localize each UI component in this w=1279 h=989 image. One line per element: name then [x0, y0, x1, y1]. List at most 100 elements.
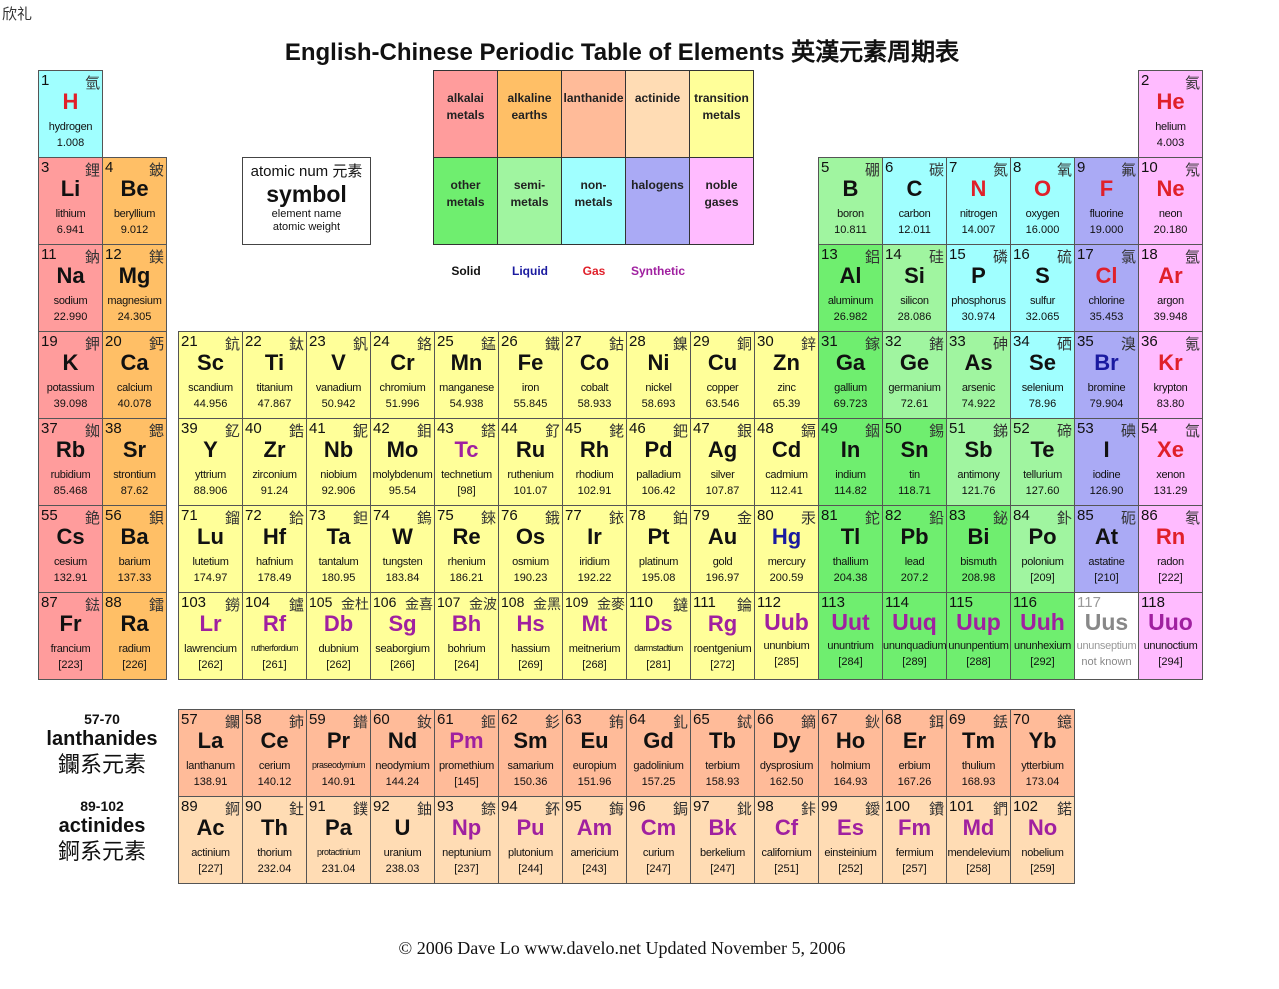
element-bohrium[interactable]: 107 金波 Bh bohrium [264]: [434, 592, 499, 680]
element-plutonium[interactable]: 94 鈈 Pu plutonium [244]: [498, 796, 563, 884]
element-molybdenum[interactable]: 42 鉬 Mo molybdenum 95.54: [370, 418, 435, 506]
element-rhodium[interactable]: 45 銠 Rh rhodium 102.91: [562, 418, 627, 506]
element-astatine[interactable]: 85 砈 At astatine [210]: [1074, 505, 1139, 593]
element-darmstadtium[interactable]: 110 鐽 Ds darmstadtium [281]: [626, 592, 691, 680]
element-osmium[interactable]: 76 鋨 Os osmium 190.23: [498, 505, 563, 593]
element-terbium[interactable]: 65 鋱 Tb terbium 158.93: [690, 709, 755, 797]
element-polonium[interactable]: 84 釙 Po polonium [209]: [1010, 505, 1075, 593]
element-chlorine[interactable]: 17 氯 Cl chlorine 35.453: [1074, 244, 1139, 332]
element-einsteinium[interactable]: 99 鑀 Es einsteinium [252]: [818, 796, 883, 884]
element-protactinium[interactable]: 91 鏷 Pa protactinium 231.04: [306, 796, 371, 884]
element-gallium[interactable]: 31 鎵 Ga gallium 69.723: [818, 331, 883, 419]
element-tantalum[interactable]: 73 鉭 Ta tantalum 180.95: [306, 505, 371, 593]
element-hassium[interactable]: 108 金黑 Hs hassium [269]: [498, 592, 563, 680]
element-titanium[interactable]: 22 鈦 Ti titanium 47.867: [242, 331, 307, 419]
element-radium[interactable]: 88 鐳 Ra radium [226]: [102, 592, 167, 680]
element-bromine[interactable]: 35 溴 Br bromine 79.904: [1074, 331, 1139, 419]
element-samarium[interactable]: 62 釤 Sm samarium 150.36: [498, 709, 563, 797]
element-rubidium[interactable]: 37 銣 Rb rubidium 85.468: [38, 418, 103, 506]
element-chromium[interactable]: 24 鉻 Cr chromium 51.996: [370, 331, 435, 419]
element-ununquadium[interactable]: 114 Uuq ununquadium [289]: [882, 592, 947, 680]
element-roentgenium[interactable]: 111 錀 Rg roentgenium [272]: [690, 592, 755, 680]
element-ruthenium[interactable]: 44 釕 Ru ruthenium 101.07: [498, 418, 563, 506]
element-radon[interactable]: 86 氡 Rn radon [222]: [1138, 505, 1203, 593]
element-aluminum[interactable]: 13 鋁 Al aluminum 26.982: [818, 244, 883, 332]
element-arsenic[interactable]: 33 砷 As arsenic 74.922: [946, 331, 1011, 419]
element-americium[interactable]: 95 鋂 Am americium [243]: [562, 796, 627, 884]
element-xenon[interactable]: 54 氙 Xe xenon 131.29: [1138, 418, 1203, 506]
element-seaborgium[interactable]: 106 金喜 Sg seaborgium [266]: [370, 592, 435, 680]
element-rhenium[interactable]: 75 錸 Re rhenium 186.21: [434, 505, 499, 593]
element-krypton[interactable]: 36 氪 Kr krypton 83.80: [1138, 331, 1203, 419]
element-dubnium[interactable]: 105 金杜 Db dubnium [262]: [306, 592, 371, 680]
element-dysprosium[interactable]: 66 鏑 Dy dysprosium 162.50: [754, 709, 819, 797]
element-palladium[interactable]: 46 鈀 Pd palladium 106.42: [626, 418, 691, 506]
element-actinium[interactable]: 89 錒 Ac actinium [227]: [178, 796, 243, 884]
element-thorium[interactable]: 90 釷 Th thorium 232.04: [242, 796, 307, 884]
element-silver[interactable]: 47 銀 Ag silver 107.87: [690, 418, 755, 506]
element-copper[interactable]: 29 銅 Cu copper 63.546: [690, 331, 755, 419]
element-bismuth[interactable]: 83 鉍 Bi bismuth 208.98: [946, 505, 1011, 593]
element-beryllium[interactable]: 4 鈹 Be beryllium 9.012: [102, 157, 167, 245]
element-scandium[interactable]: 21 鈧 Sc scandium 44.956: [178, 331, 243, 419]
element-tellurium[interactable]: 52 碲 Te tellurium 127.60: [1010, 418, 1075, 506]
element-lead[interactable]: 82 鉛 Pb lead 207.2: [882, 505, 947, 593]
element-erbium[interactable]: 68 鉺 Er erbium 167.26: [882, 709, 947, 797]
element-strontium[interactable]: 38 鍶 Sr strontium 87.62: [102, 418, 167, 506]
element-platinum[interactable]: 78 鉑 Pt platinum 195.08: [626, 505, 691, 593]
element-mendelevium[interactable]: 101 鍆 Md mendelevium [258]: [946, 796, 1011, 884]
element-cobalt[interactable]: 27 鈷 Co cobalt 58.933: [562, 331, 627, 419]
element-nickel[interactable]: 28 鎳 Ni nickel 58.693: [626, 331, 691, 419]
element-rutherfordium[interactable]: 104 鑪 Rf rutherfordium [261]: [242, 592, 307, 680]
element-francium[interactable]: 87 鍅 Fr francium [223]: [38, 592, 103, 680]
element-argon[interactable]: 18 氬 Ar argon 39.948: [1138, 244, 1203, 332]
element-lithium[interactable]: 3 鋰 Li lithium 6.941: [38, 157, 103, 245]
element-cadmium[interactable]: 48 鎘 Cd cadmium 112.41: [754, 418, 819, 506]
element-europium[interactable]: 63 銪 Eu europium 151.96: [562, 709, 627, 797]
element-barium[interactable]: 56 鋇 Ba barium 137.33: [102, 505, 167, 593]
element-lutetium[interactable]: 71 鎦 Lu lutetium 174.97: [178, 505, 243, 593]
element-tin[interactable]: 50 錫 Sn tin 118.71: [882, 418, 947, 506]
element-sodium[interactable]: 11 鈉 Na sodium 22.990: [38, 244, 103, 332]
element-ytterbium[interactable]: 70 鐿 Yb ytterbium 173.04: [1010, 709, 1075, 797]
element-manganese[interactable]: 25 錳 Mn manganese 54.938: [434, 331, 499, 419]
element-gold[interactable]: 79 金 Au gold 196.97: [690, 505, 755, 593]
element-ununtrium[interactable]: 113 Uut ununtrium [284]: [818, 592, 883, 680]
element-promethium[interactable]: 61 鉕 Pm promethium [145]: [434, 709, 499, 797]
element-holmium[interactable]: 67 鈥 Ho holmium 164.93: [818, 709, 883, 797]
element-zinc[interactable]: 30 鋅 Zn zinc 65.39: [754, 331, 819, 419]
element-ununbium[interactable]: 112 Uub ununbium [285]: [754, 592, 819, 680]
element-indium[interactable]: 49 銦 In indium 114.82: [818, 418, 883, 506]
element-ununoctium[interactable]: 118 Uuo ununoctium [294]: [1138, 592, 1203, 680]
element-berkelium[interactable]: 97 鉳 Bk berkelium [247]: [690, 796, 755, 884]
element-selenium[interactable]: 34 硒 Se selenium 78.96: [1010, 331, 1075, 419]
element-lawrencium[interactable]: 103 鐒 Lr lawrencium [262]: [178, 592, 243, 680]
element-praseodymium[interactable]: 59 鐠 Pr praseodymium 140.91: [306, 709, 371, 797]
element-cesium[interactable]: 55 銫 Cs cesium 132.91: [38, 505, 103, 593]
element-ununhexium[interactable]: 116 Uuh ununhexium [292]: [1010, 592, 1075, 680]
element-nobelium[interactable]: 102 鍩 No nobelium [259]: [1010, 796, 1075, 884]
element-iridium[interactable]: 77 銥 Ir iridium 192.22: [562, 505, 627, 593]
element-ununseptium[interactable]: 117 Uus ununseptium not known: [1074, 592, 1139, 680]
element-fermium[interactable]: 100 鐨 Fm fermium [257]: [882, 796, 947, 884]
element-magnesium[interactable]: 12 鎂 Mg magnesium 24.305: [102, 244, 167, 332]
element-iron[interactable]: 26 鐵 Fe iron 55.845: [498, 331, 563, 419]
element-neptunium[interactable]: 93 錼 Np neptunium [237]: [434, 796, 499, 884]
element-thallium[interactable]: 81 鉈 Tl thallium 204.38: [818, 505, 883, 593]
element-technetium[interactable]: 43 鎝 Tc technetium [98]: [434, 418, 499, 506]
element-ununpentium[interactable]: 115 Uup ununpentium [288]: [946, 592, 1011, 680]
element-niobium[interactable]: 41 鈮 Nb niobium 92.906: [306, 418, 371, 506]
element-neon[interactable]: 10 氖 Ne neon 20.180: [1138, 157, 1203, 245]
